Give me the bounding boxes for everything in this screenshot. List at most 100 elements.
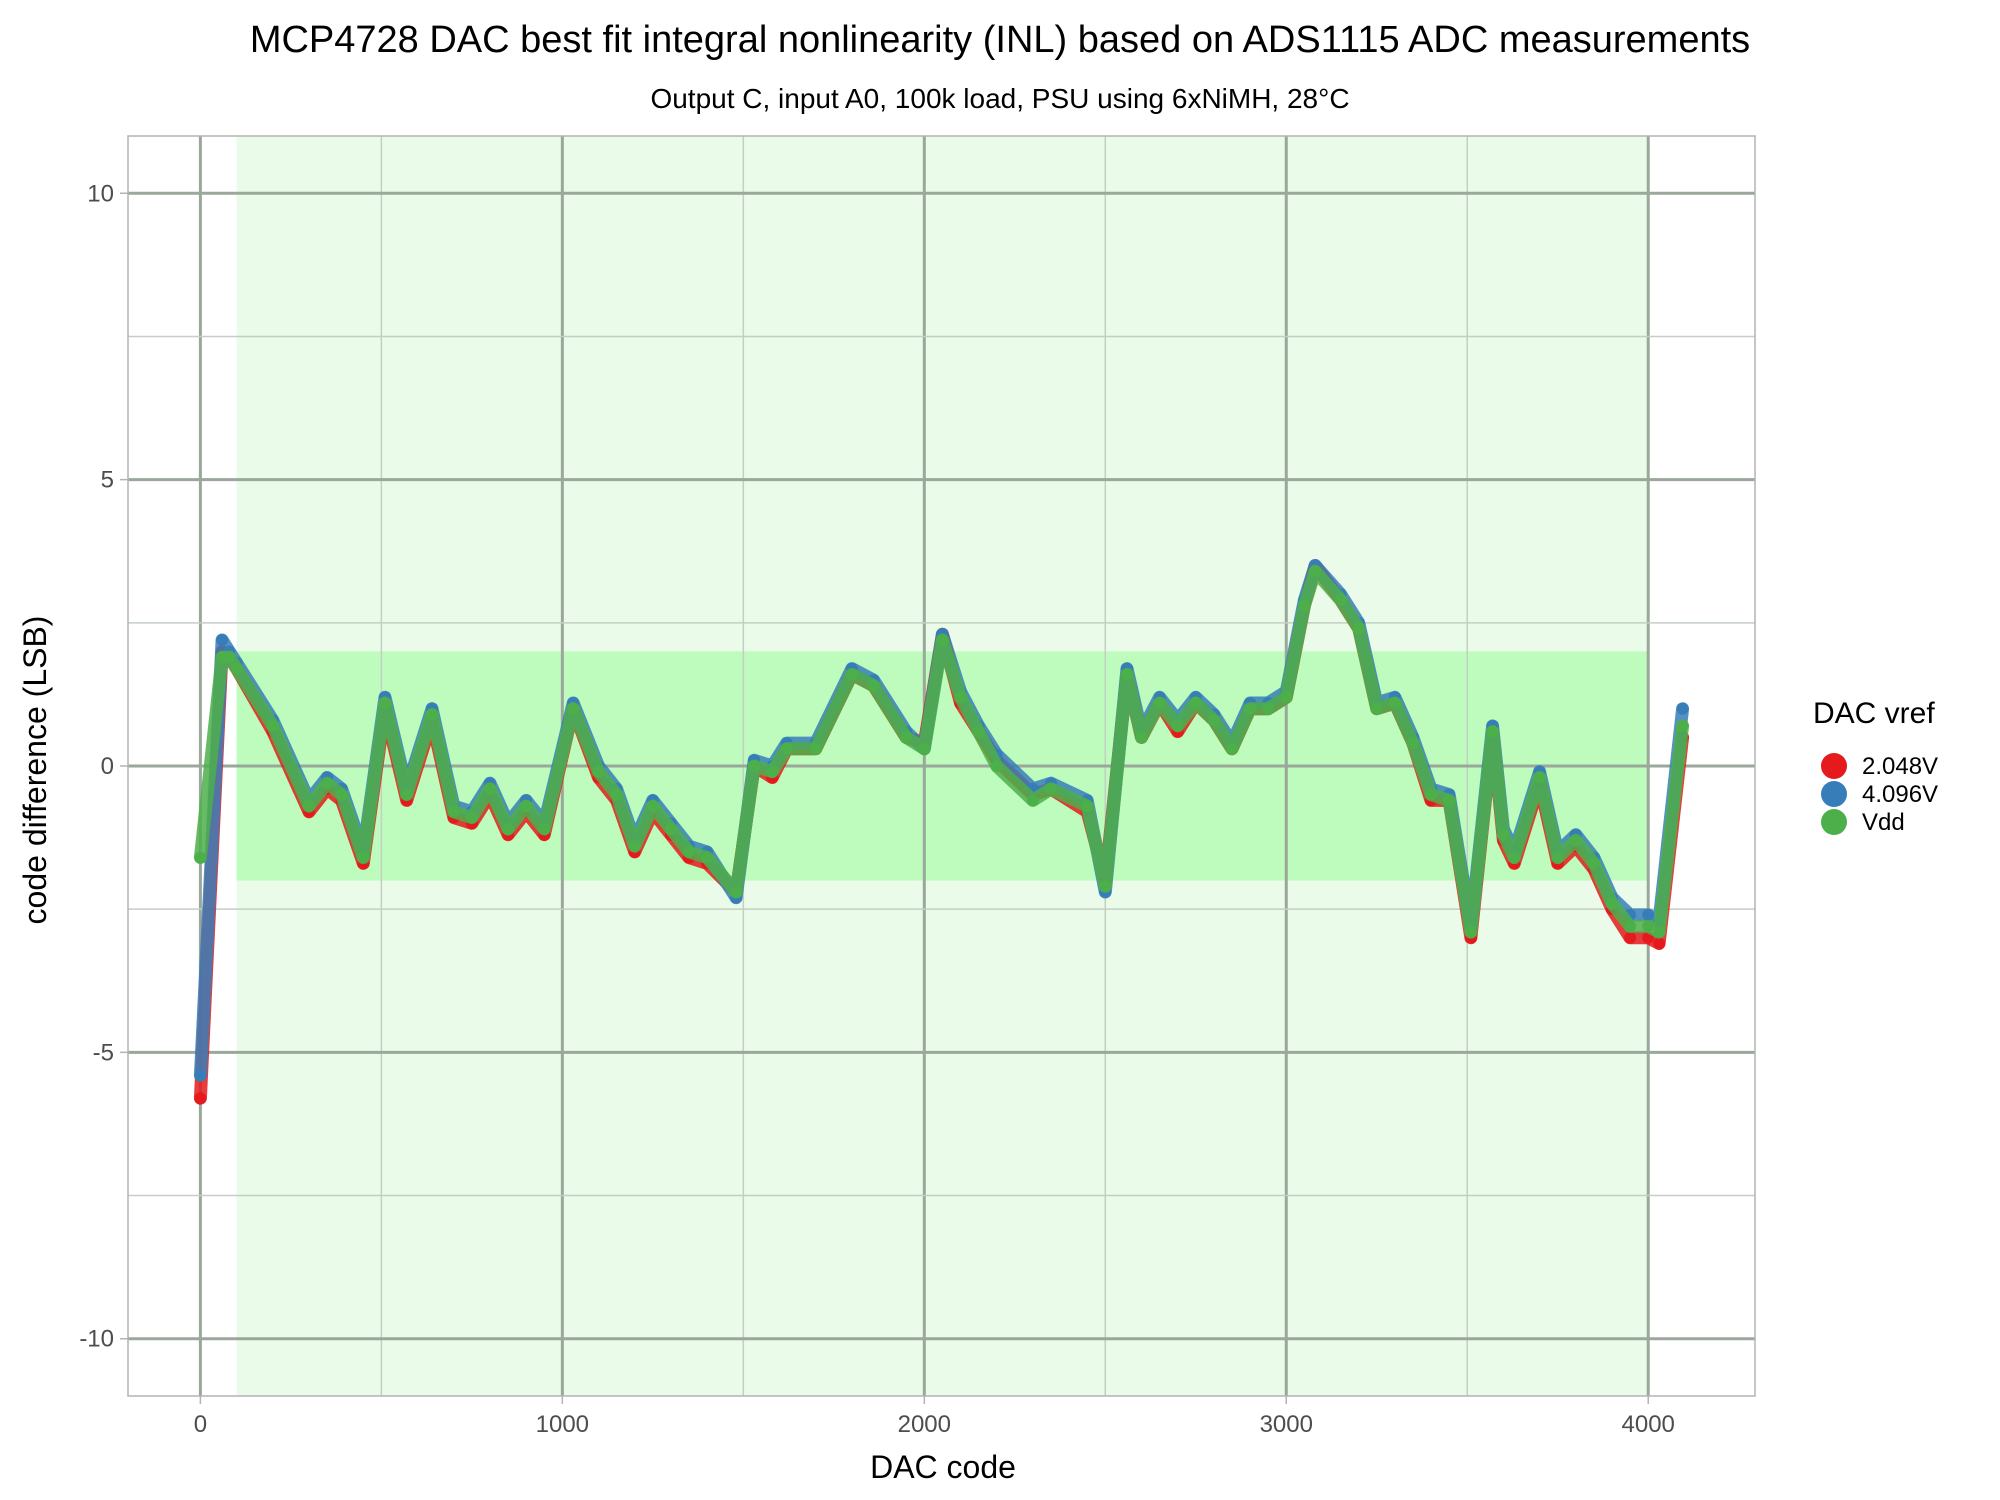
data-point bbox=[646, 800, 659, 813]
data-point bbox=[1244, 702, 1257, 715]
data-point bbox=[1352, 622, 1365, 635]
data-point bbox=[1508, 851, 1521, 864]
x-axis-ticks: 0 1000 2000 3000 4000 bbox=[194, 1396, 1675, 1438]
legend-label: 4.096V bbox=[1862, 781, 1938, 808]
data-point bbox=[701, 851, 714, 864]
data-point bbox=[954, 691, 967, 704]
data-point bbox=[990, 760, 1003, 772]
data-point bbox=[447, 805, 460, 818]
data-point bbox=[1497, 828, 1510, 841]
data-point bbox=[683, 845, 695, 858]
chart-subtitle: Output C, input A0, 100k load, PSU using… bbox=[650, 83, 1349, 114]
data-point bbox=[1642, 908, 1655, 921]
data-point bbox=[1099, 880, 1112, 893]
y-tick-label: -5 bbox=[93, 1039, 114, 1066]
data-point bbox=[1226, 742, 1238, 755]
data-point bbox=[730, 886, 743, 898]
y-tick-label: -10 bbox=[79, 1326, 114, 1353]
data-point bbox=[465, 811, 478, 824]
data-point bbox=[766, 765, 779, 778]
data-point bbox=[194, 1092, 207, 1105]
data-point bbox=[1171, 719, 1184, 732]
data-point bbox=[266, 719, 279, 732]
data-point bbox=[379, 697, 391, 709]
y-tick-label: 5 bbox=[101, 467, 114, 494]
legend-title: DAC vref bbox=[1813, 697, 1935, 730]
data-point bbox=[664, 823, 677, 835]
legend-key bbox=[1821, 809, 1847, 835]
y-tick-label: 0 bbox=[101, 753, 114, 780]
data-point bbox=[780, 742, 793, 755]
data-series bbox=[193, 559, 1690, 1105]
data-point bbox=[1624, 920, 1637, 933]
data-point bbox=[1262, 702, 1275, 715]
data-point bbox=[972, 725, 985, 738]
x-tick-label: 1000 bbox=[536, 1411, 589, 1438]
data-point bbox=[426, 708, 438, 721]
data-point bbox=[230, 662, 243, 675]
data-point bbox=[538, 823, 551, 835]
data-point bbox=[484, 782, 496, 795]
data-point bbox=[216, 634, 229, 646]
legend-label: Vdd bbox=[1862, 809, 1905, 836]
data-point bbox=[1298, 599, 1311, 612]
data-point bbox=[1189, 697, 1202, 709]
data-point bbox=[1121, 668, 1133, 681]
data-point bbox=[1606, 897, 1618, 910]
data-point bbox=[1551, 851, 1564, 864]
data-point bbox=[1533, 771, 1546, 784]
data-point bbox=[1443, 794, 1456, 807]
data-point bbox=[223, 651, 236, 664]
data-point bbox=[1464, 926, 1477, 939]
x-axis-title: DAC code bbox=[870, 1449, 1016, 1485]
data-point bbox=[610, 788, 623, 801]
data-point bbox=[194, 851, 207, 864]
data-point bbox=[867, 679, 880, 692]
y-axis-ticks: -10 -5 0 5 10 bbox=[79, 180, 128, 1353]
data-point bbox=[520, 800, 533, 813]
y-axis-title: code difference (LSB) bbox=[17, 616, 53, 925]
data-point bbox=[628, 840, 641, 853]
data-point bbox=[1676, 719, 1689, 732]
data-point bbox=[1406, 737, 1419, 750]
data-point bbox=[1642, 920, 1655, 933]
data-point bbox=[1653, 937, 1666, 950]
series-vdd bbox=[193, 564, 1690, 939]
data-point bbox=[918, 742, 931, 755]
x-tick-label: 0 bbox=[194, 1411, 207, 1438]
legend-label: 2.048V bbox=[1862, 753, 1938, 780]
data-point bbox=[809, 742, 822, 755]
data-point bbox=[1676, 702, 1689, 715]
data-point bbox=[900, 731, 913, 744]
data-point bbox=[1388, 697, 1401, 709]
data-point bbox=[502, 823, 515, 835]
data-point bbox=[1026, 794, 1039, 807]
data-point bbox=[845, 668, 858, 681]
chart-title: MCP4728 DAC best fit integral nonlineari… bbox=[250, 19, 1750, 61]
data-point bbox=[1425, 788, 1437, 801]
data-point bbox=[1045, 782, 1057, 795]
legend-key bbox=[1821, 753, 1847, 779]
data-point bbox=[194, 1069, 207, 1082]
data-point bbox=[936, 634, 949, 646]
data-point bbox=[1309, 565, 1322, 578]
data-point bbox=[1486, 725, 1499, 738]
data-point bbox=[1334, 593, 1347, 606]
data-point bbox=[321, 777, 334, 790]
data-point bbox=[400, 788, 413, 801]
data-point bbox=[1280, 691, 1293, 704]
data-point bbox=[592, 765, 605, 778]
data-point bbox=[1135, 731, 1148, 744]
data-point bbox=[1587, 857, 1600, 870]
y-tick-label: 10 bbox=[87, 180, 114, 207]
data-point bbox=[1653, 926, 1666, 939]
data-point bbox=[567, 702, 580, 715]
data-point bbox=[1207, 714, 1220, 727]
legend-key bbox=[1821, 781, 1847, 807]
x-tick-label: 2000 bbox=[898, 1411, 951, 1438]
data-point bbox=[357, 851, 370, 864]
data-point bbox=[1081, 800, 1094, 813]
